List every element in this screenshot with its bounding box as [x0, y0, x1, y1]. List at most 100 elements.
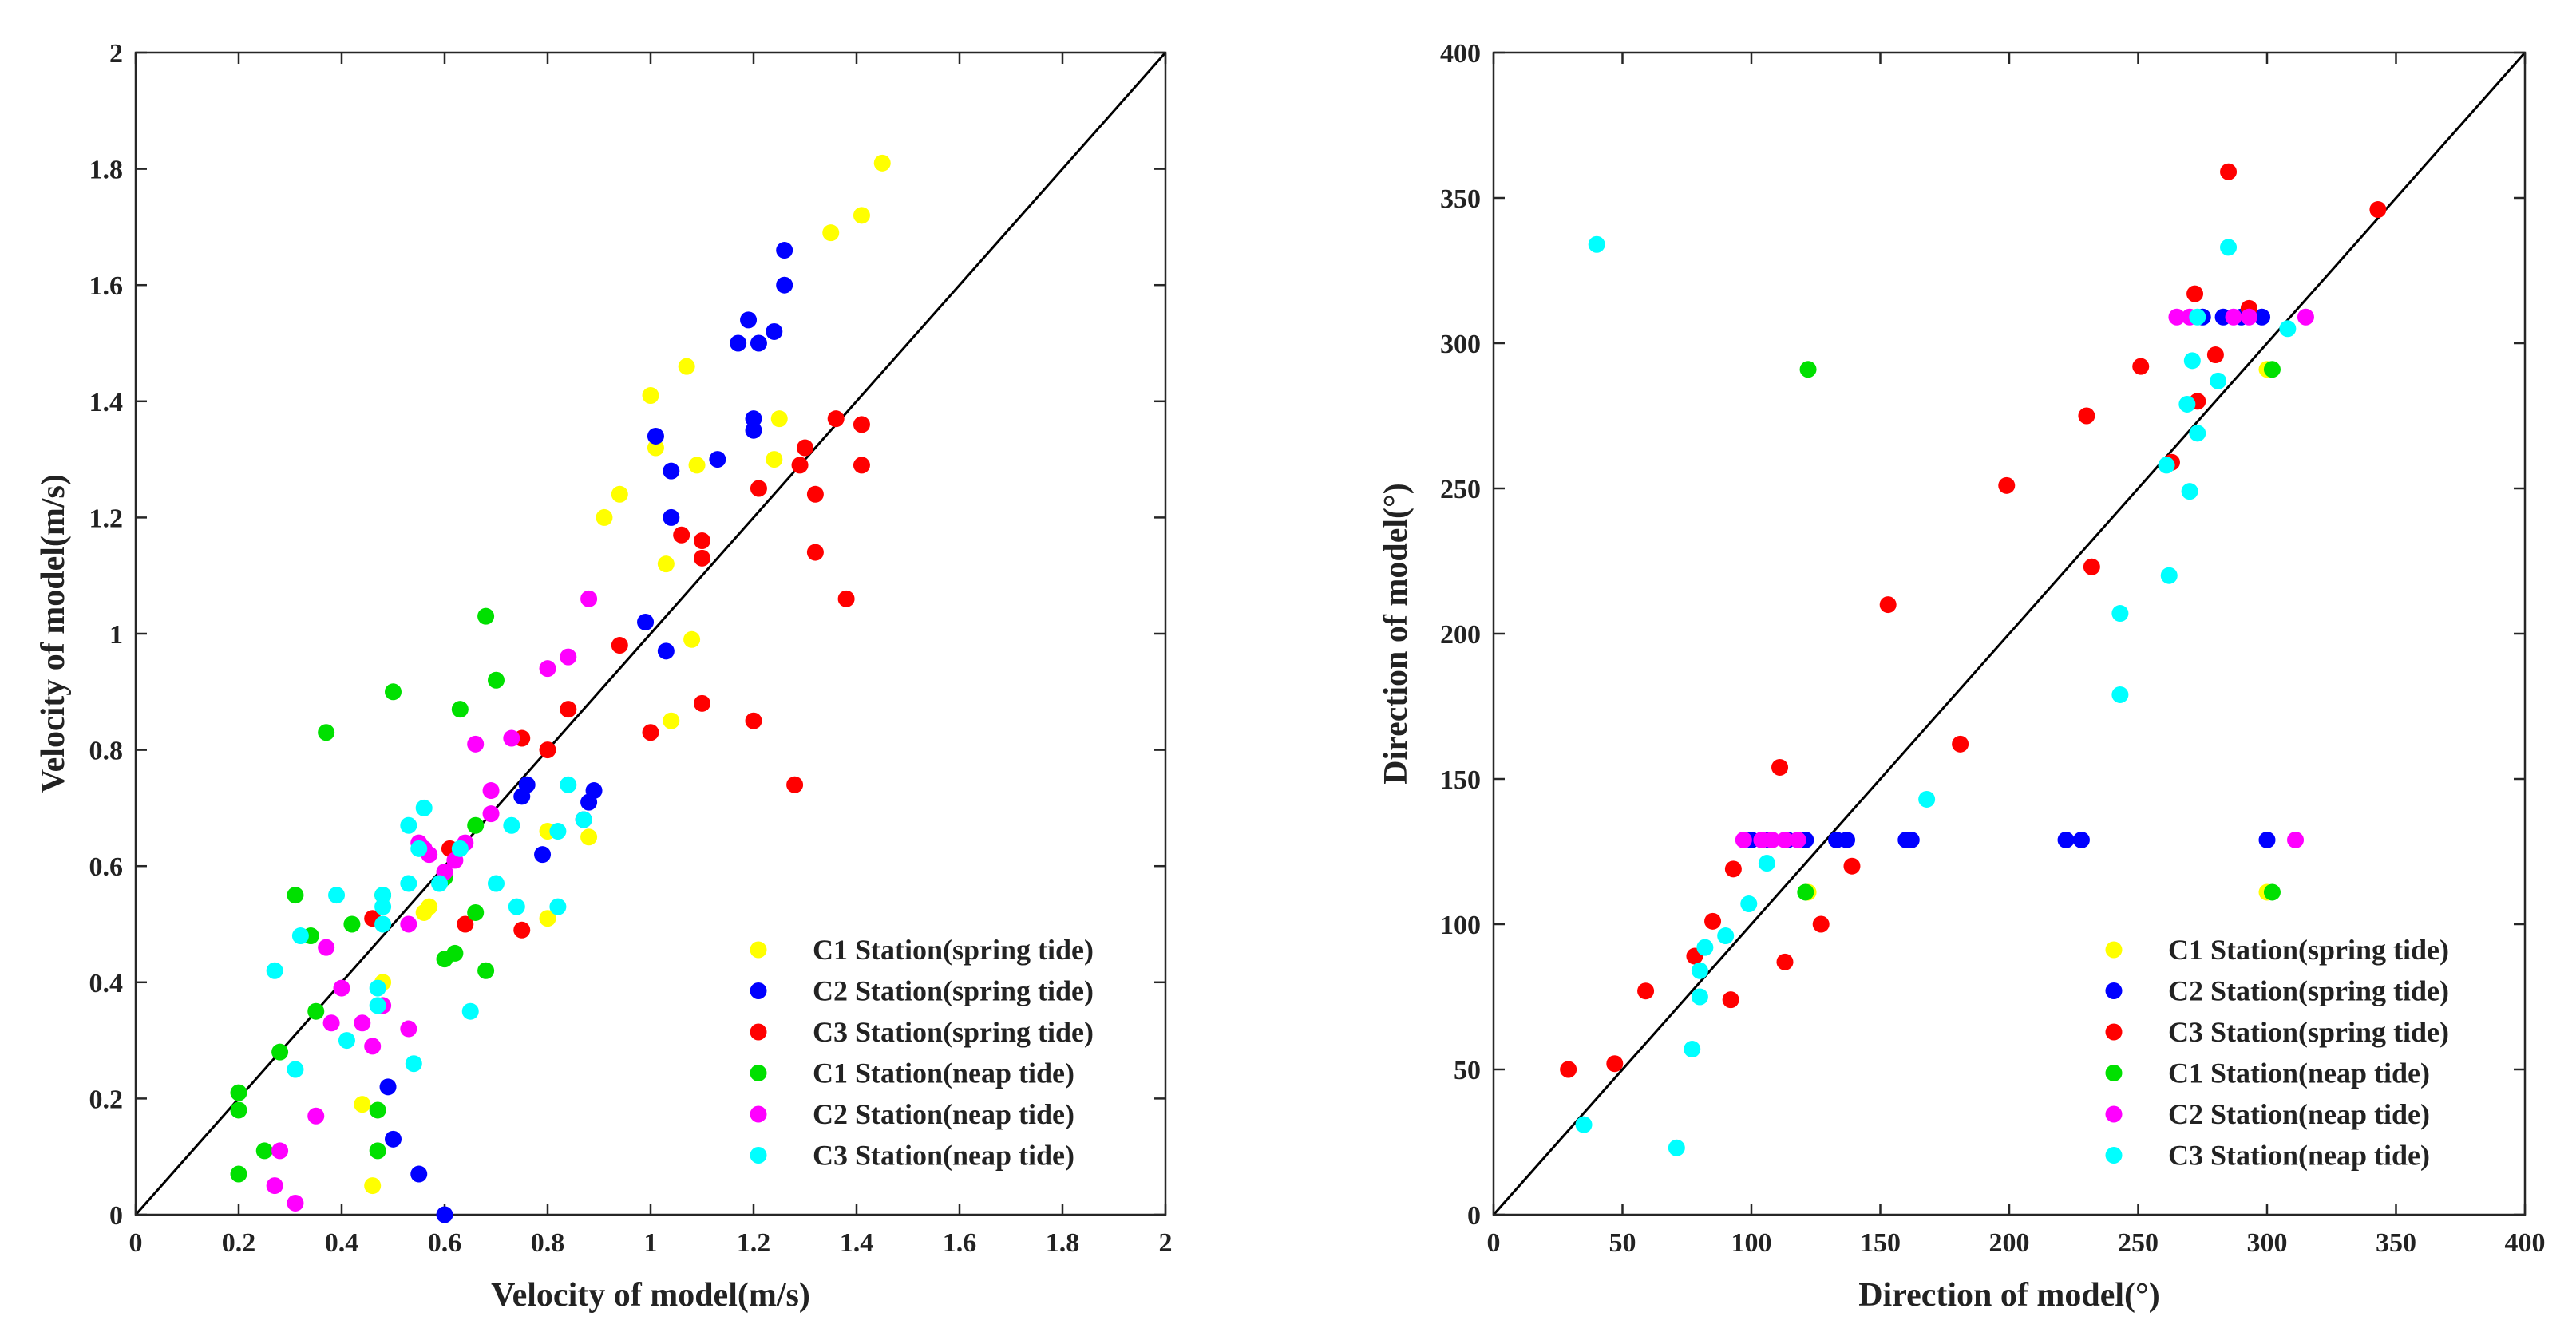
right-data-point: [1797, 883, 1814, 901]
right-data-point: [1704, 912, 1722, 930]
right-y-tick-label: 100: [1440, 911, 1481, 940]
left-data-point: [549, 898, 567, 915]
right-data-point: [2160, 567, 2178, 584]
left-data-point: [580, 828, 598, 846]
right-data-point: [2072, 831, 2090, 848]
left-data-point: [436, 1206, 453, 1223]
right-data-point: [1952, 735, 1969, 753]
left-data-point: [657, 555, 675, 573]
left-data-point: [271, 1043, 289, 1061]
right-data-point: [1691, 988, 1708, 1006]
right-data-point: [1735, 831, 1752, 848]
left-data-point: [488, 671, 505, 689]
left-data-point: [415, 799, 433, 816]
left-data-point: [822, 224, 840, 242]
right-x-tick-label: 200: [1989, 1228, 2030, 1258]
left-y-tick-label: 1.8: [89, 156, 124, 185]
right-chart: 0 50 100 150 200 250 300 350 400 0 50 100 150 200 250 3…: [1378, 39, 2546, 1314]
left-data-point: [694, 694, 710, 712]
left-data-point: [328, 887, 346, 904]
right-data-point: [2263, 361, 2281, 378]
right-y-tick-label: 150: [1440, 765, 1481, 795]
left-data-point: [853, 416, 870, 433]
left-data-point: [482, 805, 500, 823]
left-data-point: [287, 887, 304, 904]
left-x-tick-label: 0.6: [428, 1228, 462, 1258]
left-data-point: [791, 457, 809, 474]
right-legend-marker: [2105, 1023, 2123, 1041]
left-data-point: [853, 457, 870, 474]
left-data-point: [508, 898, 525, 915]
left-y-tick-label: 0.8: [89, 737, 124, 766]
right-x-tick-label: 350: [2376, 1228, 2416, 1258]
left-data-point: [786, 776, 804, 793]
right-data-point: [2258, 831, 2276, 848]
right-data-point: [1879, 596, 1897, 614]
right-data-point: [1637, 982, 1655, 1000]
left-data-point: [776, 276, 793, 294]
left-x-tick-label: 0.2: [222, 1228, 256, 1258]
right-data-point: [2057, 831, 2075, 848]
left-data-point: [318, 939, 335, 956]
right-data-point: [2369, 201, 2387, 219]
right-data-point: [2206, 346, 2224, 364]
left-data-point: [827, 410, 845, 428]
left-series-3: [364, 410, 870, 939]
left-data-point: [477, 607, 495, 625]
left-data-point: [415, 903, 433, 921]
left-data-point: [740, 311, 758, 329]
right-data-point: [2220, 163, 2238, 180]
left-data-point: [709, 451, 726, 468]
left-data-point: [560, 776, 577, 793]
right-data-point: [2263, 883, 2281, 901]
right-data-point: [1789, 831, 1806, 848]
left-data-point: [539, 660, 556, 678]
left-data-point: [745, 410, 762, 428]
left-y-tick-label: 0.4: [89, 969, 124, 998]
right-data-point: [1684, 1041, 1701, 1058]
left-x-tick-label: 1.6: [943, 1228, 977, 1258]
left-legend-label: C3 Station(spring tide): [813, 1016, 1094, 1048]
left-data-point: [400, 1020, 417, 1038]
left-data-point: [513, 788, 531, 805]
left-legend-marker: [750, 982, 767, 999]
right-data-point: [1724, 860, 1742, 878]
right-legend-label: C2 Station(neap tide): [2168, 1098, 2430, 1130]
right-data-point: [1799, 361, 1817, 378]
left-series-4: [230, 607, 505, 1183]
left-data-point: [770, 410, 788, 428]
right-data-point: [1771, 758, 1789, 776]
right-data-point: [1843, 857, 1861, 875]
left-data-point: [467, 816, 485, 834]
left-data-point: [385, 1130, 402, 1148]
left-data-point: [354, 1014, 371, 1032]
right-legend-marker: [2105, 941, 2123, 959]
left-data-point: [750, 480, 767, 497]
left-data-point: [379, 1078, 397, 1096]
right-data-point: [1902, 831, 1920, 848]
left-y-tick-label: 0: [109, 1201, 123, 1231]
left-data-point: [766, 322, 783, 340]
left-legend-marker: [750, 1023, 767, 1041]
left-data-point: [694, 532, 710, 550]
left-data-point: [354, 1096, 371, 1113]
right-data-point: [2240, 308, 2257, 326]
left-data-point: [307, 1107, 325, 1125]
left-data-point: [806, 544, 824, 561]
left-data-point: [611, 485, 628, 503]
left-legend-marker: [750, 1065, 767, 1081]
right-data-point: [2181, 483, 2198, 500]
left-data-point: [642, 387, 659, 405]
left-data-point: [549, 823, 567, 840]
right-data-point: [1668, 1139, 1685, 1156]
right-series-6: [1575, 235, 2297, 1156]
right-x-tick-label: 50: [1609, 1228, 1636, 1258]
left-data-point: [534, 846, 552, 864]
left-data-point: [230, 1101, 247, 1119]
left-x-tick-label: 2: [1159, 1228, 1173, 1258]
left-legend: C1 Station(spring tide) C2 Station(spring…: [750, 934, 1094, 1172]
left-data-point: [374, 887, 392, 904]
left-legend-label: C1 Station(neap tide): [813, 1057, 1074, 1089]
right-y-tick-label: 0: [1467, 1201, 1481, 1231]
right-data-point: [2210, 372, 2227, 389]
